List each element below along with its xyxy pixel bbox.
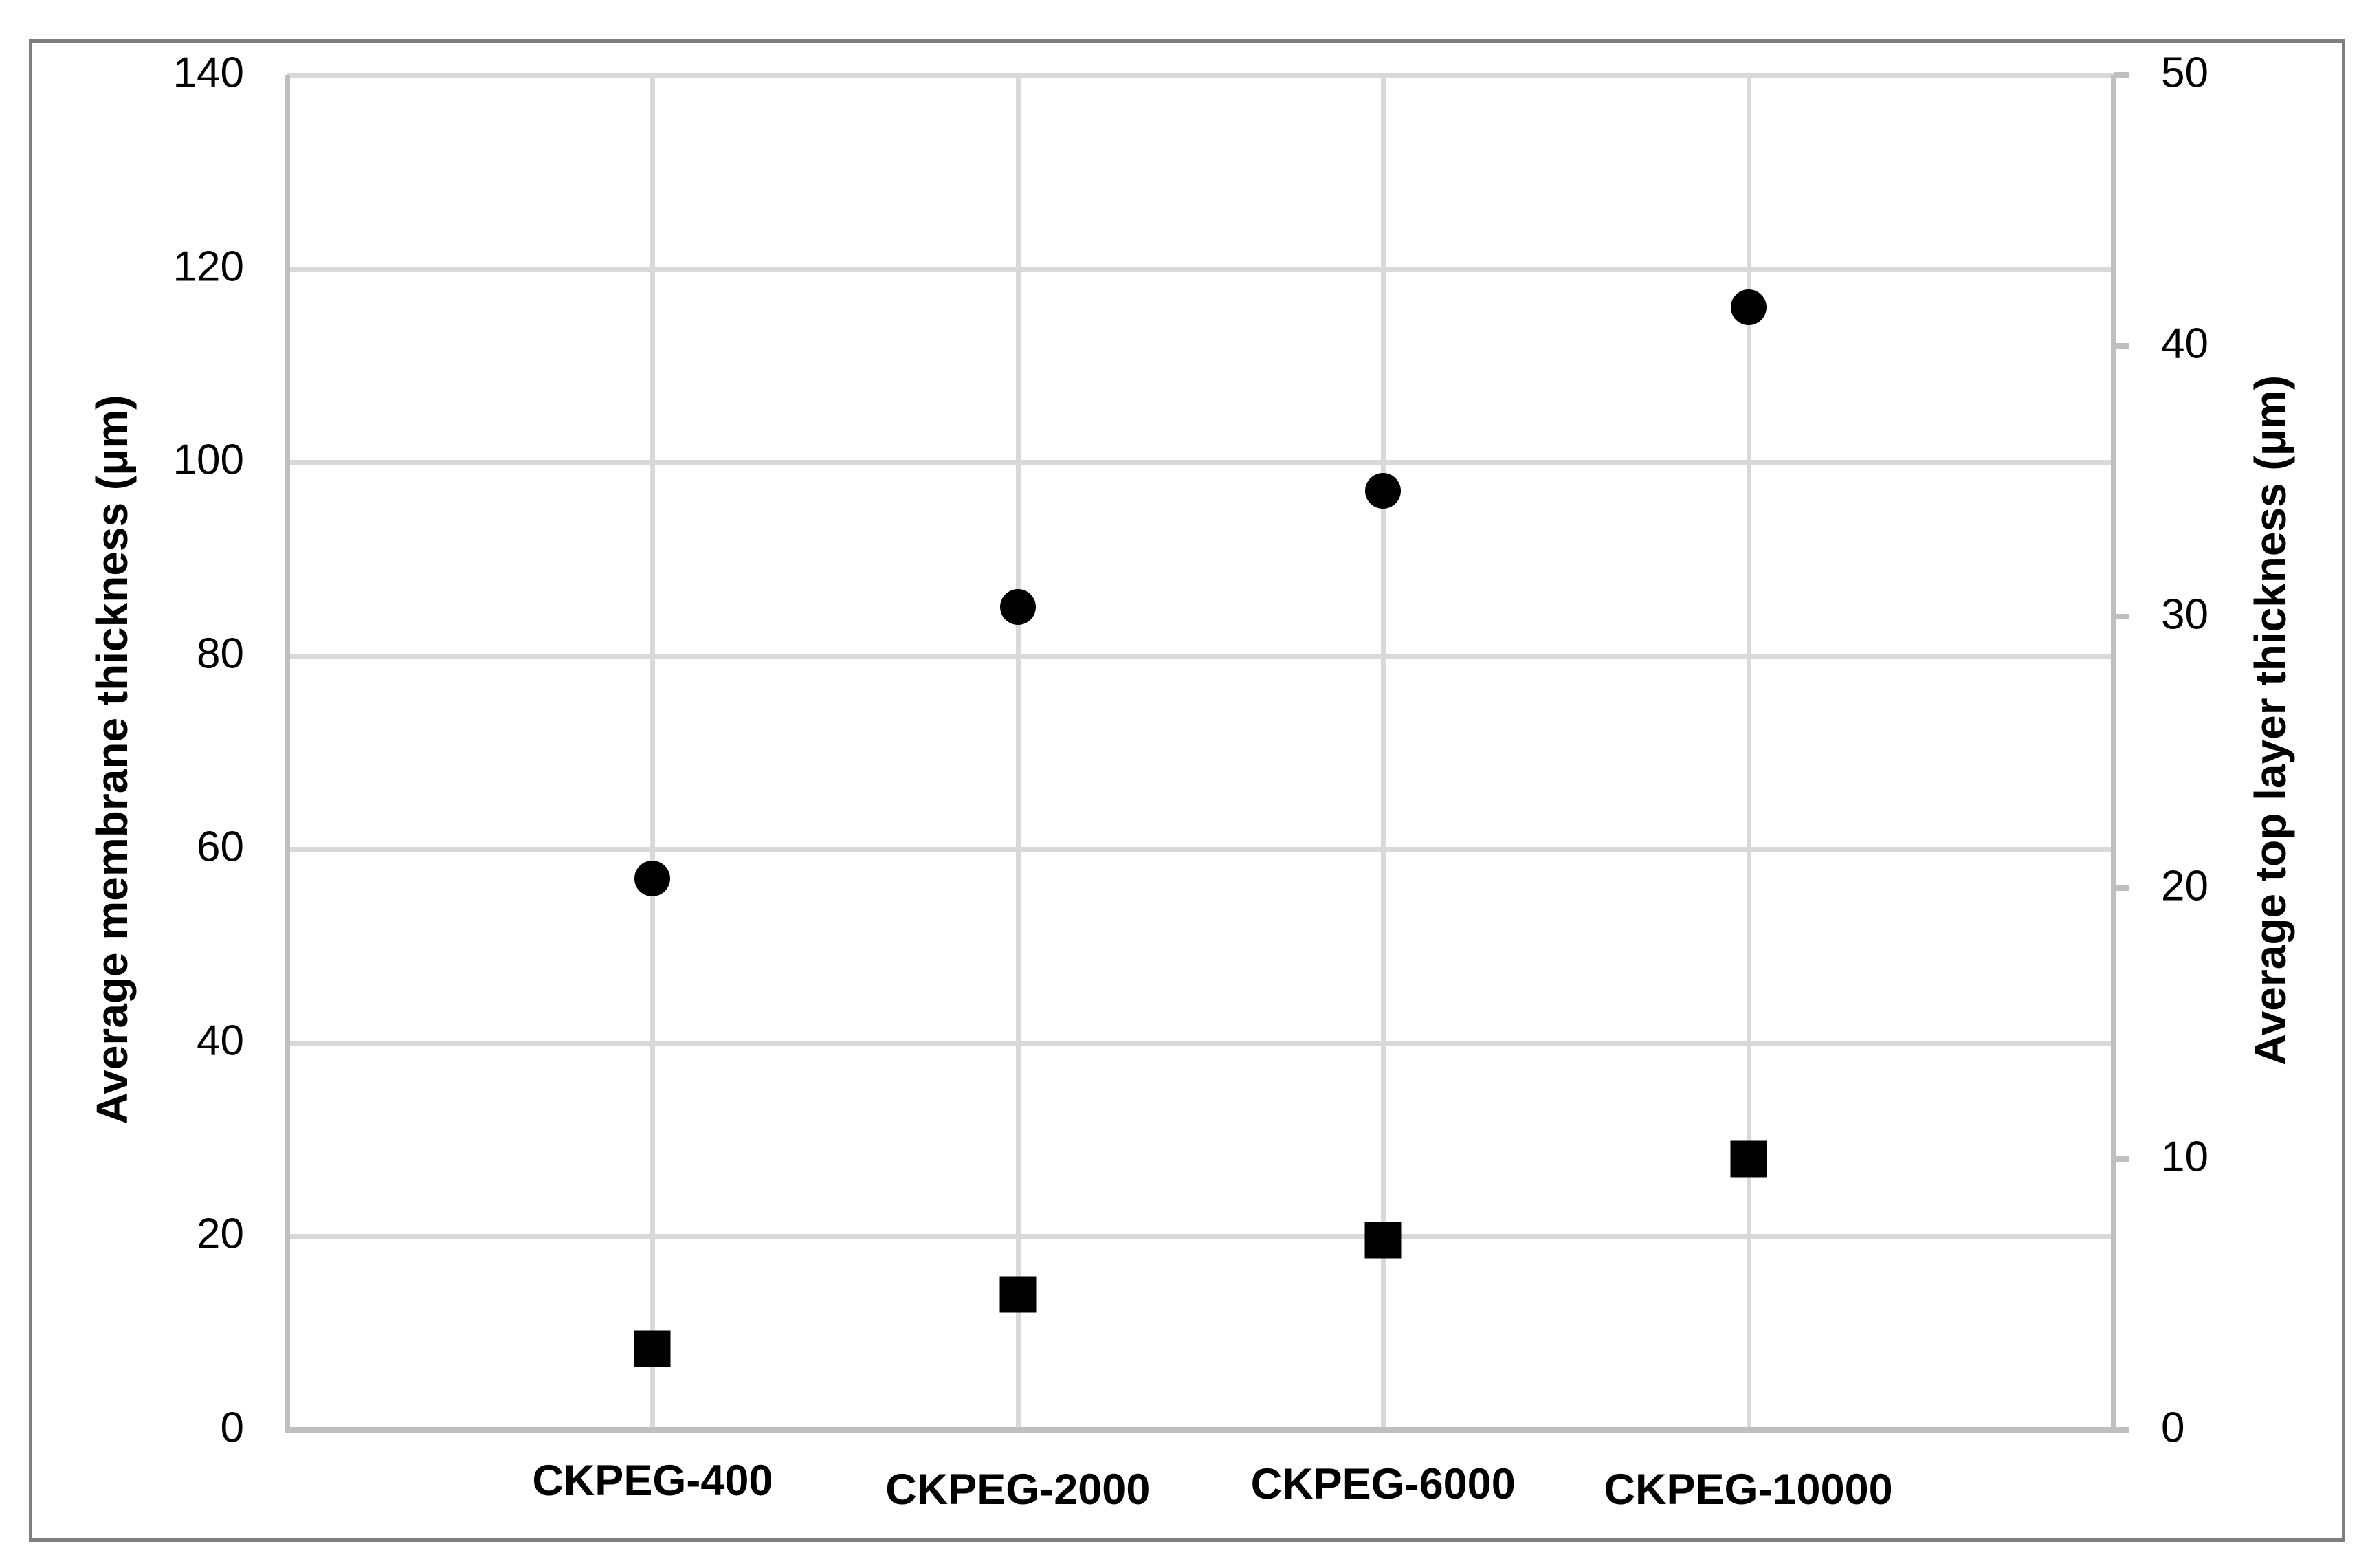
v-gridline (1015, 75, 1021, 1430)
x-axis-line (285, 1427, 2116, 1433)
right-axis-tick-label: 20 (2161, 862, 2208, 910)
x-axis-category-label: CKPEG-400 (532, 1457, 773, 1505)
right-axis-tick-mark (2114, 343, 2129, 349)
data-point-square-CKPEG-10000 (1730, 1140, 1767, 1178)
v-gridline (650, 75, 656, 1430)
x-axis-category-label: CKPEG-10000 (1604, 1466, 1893, 1514)
right-axis-tick-mark (2114, 614, 2129, 620)
left-axis-tick-label: 80 (197, 630, 244, 678)
h-gridline (287, 1040, 2114, 1046)
left-axis-tick-label: 20 (197, 1211, 244, 1259)
chart-border (29, 39, 2345, 1542)
h-gridline (287, 460, 2114, 465)
x-axis-category-label: CKPEG-2000 (885, 1466, 1151, 1514)
h-gridline (287, 73, 2114, 78)
right-axis-tick-mark (2114, 72, 2129, 78)
left-plot-border (285, 75, 290, 1433)
data-point-square-CKPEG-400 (634, 1330, 671, 1367)
h-gridline (287, 847, 2114, 852)
right-axis-tick-label: 0 (2161, 1404, 2185, 1452)
data-point-circle-CKPEG-2000 (999, 589, 1036, 626)
v-gridline (1381, 75, 1386, 1430)
data-point-square-CKPEG-2000 (999, 1276, 1037, 1313)
right-axis-tick-mark (2114, 1156, 2129, 1162)
left-axis-tick-label: 100 (173, 436, 244, 484)
right-axis-tick-mark (2114, 1427, 2129, 1433)
right-axis-tick-label: 30 (2161, 591, 2208, 639)
data-point-square-CKPEG-6000 (1364, 1222, 1402, 1259)
left-axis-tick-label: 140 (173, 49, 244, 97)
left-axis-tick-label: 120 (173, 243, 244, 291)
x-axis-category-label: CKPEG-6000 (1250, 1460, 1516, 1508)
left-axis-title: Average membrane thickness (μm) (87, 395, 137, 1125)
v-gridline (1746, 75, 1751, 1430)
right-axis-tick-label: 10 (2161, 1133, 2208, 1181)
right-axis-tick-mark (2114, 885, 2129, 891)
h-gridline (287, 1234, 2114, 1239)
right-axis-tick-label: 40 (2161, 320, 2208, 368)
h-gridline (287, 266, 2114, 272)
data-point-circle-CKPEG-400 (634, 860, 671, 896)
data-point-circle-CKPEG-10000 (1730, 289, 1767, 325)
left-axis-tick-label: 60 (197, 823, 244, 871)
left-axis-tick-label: 40 (197, 1017, 244, 1065)
right-axis-line (2111, 75, 2116, 1430)
data-point-circle-CKPEG-6000 (1365, 473, 1402, 509)
right-axis-title: Average top layer thickness (μm) (2246, 375, 2295, 1066)
left-axis-tick-label: 0 (220, 1404, 244, 1452)
h-gridline (287, 653, 2114, 659)
right-axis-tick-label: 50 (2161, 49, 2208, 97)
